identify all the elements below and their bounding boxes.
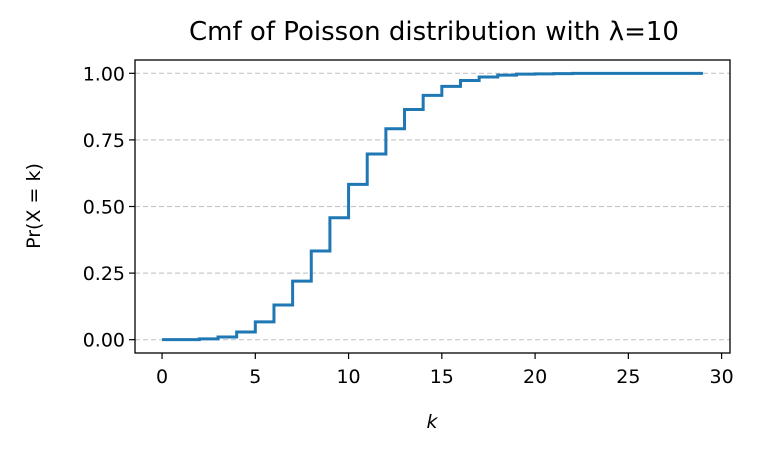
x-tick-label: 10 bbox=[336, 366, 360, 388]
y-tick-label: 1.00 bbox=[83, 63, 125, 85]
x-tick-label: 15 bbox=[430, 366, 454, 388]
grid-lines bbox=[135, 72, 730, 341]
y-axis-label: Pr(X = k) bbox=[23, 163, 45, 249]
x-tick-label: 0 bbox=[156, 366, 168, 388]
y-tick-label: 0.50 bbox=[83, 197, 125, 219]
x-tick-label: 25 bbox=[616, 366, 640, 388]
x-axis-label: k bbox=[426, 411, 438, 433]
y-tick-label: 0.25 bbox=[83, 263, 125, 285]
y-tick-label: 0.00 bbox=[83, 330, 125, 352]
y-axis-ticks: 0.00 0.25 0.50 0.75 1.00 bbox=[83, 63, 135, 352]
x-tick-label: 30 bbox=[710, 366, 734, 388]
x-axis-ticks: 0 5 10 15 20 25 30 bbox=[156, 353, 734, 388]
cmf-step-line bbox=[162, 71, 703, 342]
x-tick-label: 20 bbox=[523, 366, 547, 388]
chart-title: Cmf of Poisson distribution with λ=10 bbox=[189, 17, 679, 47]
x-tick-label: 5 bbox=[249, 366, 261, 388]
y-tick-label: 0.75 bbox=[83, 130, 125, 152]
series-layer bbox=[162, 71, 703, 342]
